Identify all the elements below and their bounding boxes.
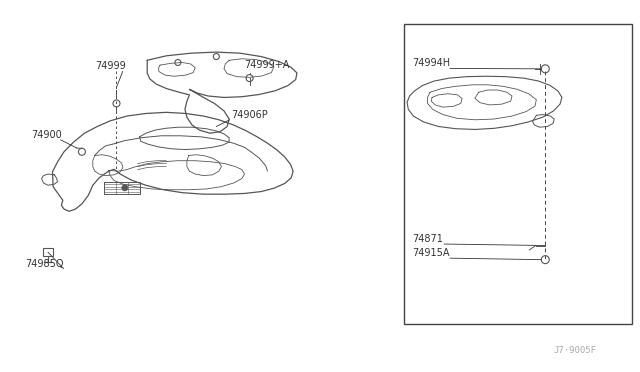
Text: 74915A: 74915A [412, 248, 450, 258]
Text: J7·9005F: J7·9005F [553, 346, 596, 355]
Text: 74994H: 74994H [412, 58, 451, 68]
Text: 74900: 74900 [31, 129, 61, 140]
Text: 74906P: 74906P [232, 109, 268, 119]
Text: 74871: 74871 [412, 234, 443, 244]
Text: 74999+A: 74999+A [244, 60, 290, 70]
Text: 74985Q: 74985Q [26, 259, 64, 269]
Bar [404, 24, 632, 324]
Circle shape [122, 185, 128, 191]
Text: 74999: 74999 [95, 61, 125, 71]
